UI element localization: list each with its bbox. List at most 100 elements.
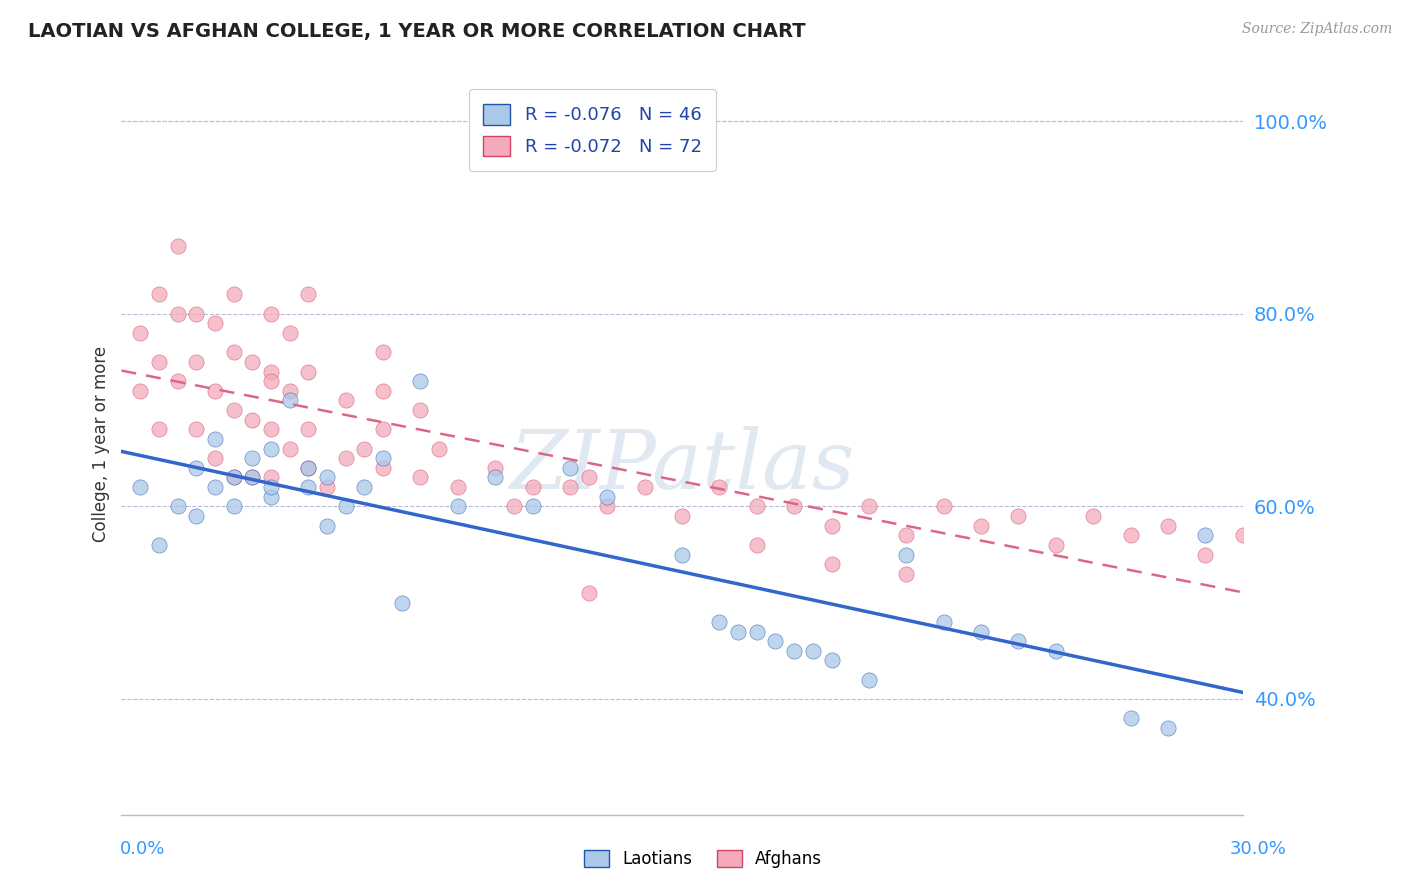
Point bbox=[709, 480, 731, 494]
Point bbox=[371, 422, 394, 436]
Point bbox=[297, 287, 319, 301]
Point bbox=[820, 557, 842, 571]
Point bbox=[427, 442, 450, 456]
Point bbox=[148, 355, 170, 369]
Text: 0.0%: 0.0% bbox=[120, 840, 165, 858]
Point bbox=[502, 500, 524, 514]
Point bbox=[260, 480, 283, 494]
Point bbox=[186, 508, 208, 523]
Point bbox=[765, 634, 787, 648]
Y-axis label: College, 1 year or more: College, 1 year or more bbox=[93, 346, 110, 541]
Point bbox=[166, 239, 188, 253]
Point bbox=[278, 442, 301, 456]
Point bbox=[820, 653, 842, 667]
Point bbox=[578, 586, 600, 600]
Point bbox=[391, 596, 413, 610]
Point bbox=[1119, 528, 1142, 542]
Point bbox=[1157, 518, 1180, 533]
Point bbox=[371, 460, 394, 475]
Point bbox=[222, 500, 245, 514]
Point bbox=[260, 490, 283, 504]
Point bbox=[371, 345, 394, 359]
Point bbox=[240, 470, 263, 484]
Point bbox=[166, 500, 188, 514]
Point bbox=[1232, 528, 1254, 542]
Point bbox=[260, 307, 283, 321]
Point bbox=[278, 393, 301, 408]
Point bbox=[148, 538, 170, 552]
Point bbox=[148, 422, 170, 436]
Point bbox=[204, 432, 226, 446]
Point bbox=[447, 500, 470, 514]
Point bbox=[222, 287, 245, 301]
Point bbox=[783, 500, 806, 514]
Point bbox=[297, 422, 319, 436]
Point bbox=[745, 500, 768, 514]
Point bbox=[316, 518, 339, 533]
Point bbox=[240, 470, 263, 484]
Point bbox=[260, 374, 283, 388]
Point bbox=[1007, 508, 1029, 523]
Point bbox=[297, 460, 319, 475]
Point bbox=[278, 326, 301, 340]
Point bbox=[970, 518, 993, 533]
Point bbox=[186, 460, 208, 475]
Point bbox=[896, 566, 918, 581]
Point bbox=[204, 480, 226, 494]
Point bbox=[148, 287, 170, 301]
Point bbox=[260, 422, 283, 436]
Point bbox=[858, 673, 880, 687]
Point bbox=[896, 528, 918, 542]
Point bbox=[484, 470, 506, 484]
Point bbox=[240, 413, 263, 427]
Point bbox=[204, 317, 226, 331]
Legend: R = -0.076   N = 46, R = -0.072   N = 72: R = -0.076 N = 46, R = -0.072 N = 72 bbox=[468, 89, 716, 171]
Point bbox=[1194, 548, 1216, 562]
Point bbox=[522, 480, 544, 494]
Point bbox=[447, 480, 470, 494]
Point bbox=[671, 548, 693, 562]
Point bbox=[578, 470, 600, 484]
Point bbox=[186, 422, 208, 436]
Point bbox=[186, 355, 208, 369]
Point bbox=[558, 480, 581, 494]
Point bbox=[1045, 538, 1067, 552]
Point bbox=[166, 307, 188, 321]
Point bbox=[297, 460, 319, 475]
Point bbox=[353, 480, 375, 494]
Point bbox=[222, 470, 245, 484]
Point bbox=[484, 460, 506, 475]
Point bbox=[1119, 711, 1142, 725]
Point bbox=[745, 538, 768, 552]
Text: ZIPatlas: ZIPatlas bbox=[509, 426, 855, 506]
Text: LAOTIAN VS AFGHAN COLLEGE, 1 YEAR OR MORE CORRELATION CHART: LAOTIAN VS AFGHAN COLLEGE, 1 YEAR OR MOR… bbox=[28, 22, 806, 41]
Point bbox=[634, 480, 657, 494]
Point bbox=[335, 393, 357, 408]
Point bbox=[409, 470, 432, 484]
Point bbox=[353, 442, 375, 456]
Point bbox=[260, 365, 283, 379]
Point bbox=[297, 480, 319, 494]
Point bbox=[727, 624, 749, 639]
Point bbox=[260, 442, 283, 456]
Point bbox=[709, 615, 731, 629]
Point bbox=[204, 384, 226, 398]
Point bbox=[596, 500, 619, 514]
Text: 30.0%: 30.0% bbox=[1230, 840, 1286, 858]
Text: Source: ZipAtlas.com: Source: ZipAtlas.com bbox=[1241, 22, 1392, 37]
Point bbox=[783, 644, 806, 658]
Point bbox=[1194, 528, 1216, 542]
Point bbox=[558, 460, 581, 475]
Point bbox=[522, 500, 544, 514]
Point bbox=[186, 307, 208, 321]
Point bbox=[278, 384, 301, 398]
Point bbox=[129, 384, 152, 398]
Point bbox=[409, 403, 432, 417]
Point bbox=[371, 451, 394, 466]
Point bbox=[222, 403, 245, 417]
Point bbox=[820, 518, 842, 533]
Point bbox=[129, 326, 152, 340]
Point bbox=[335, 451, 357, 466]
Point bbox=[316, 470, 339, 484]
Legend: Laotians, Afghans: Laotians, Afghans bbox=[576, 843, 830, 875]
